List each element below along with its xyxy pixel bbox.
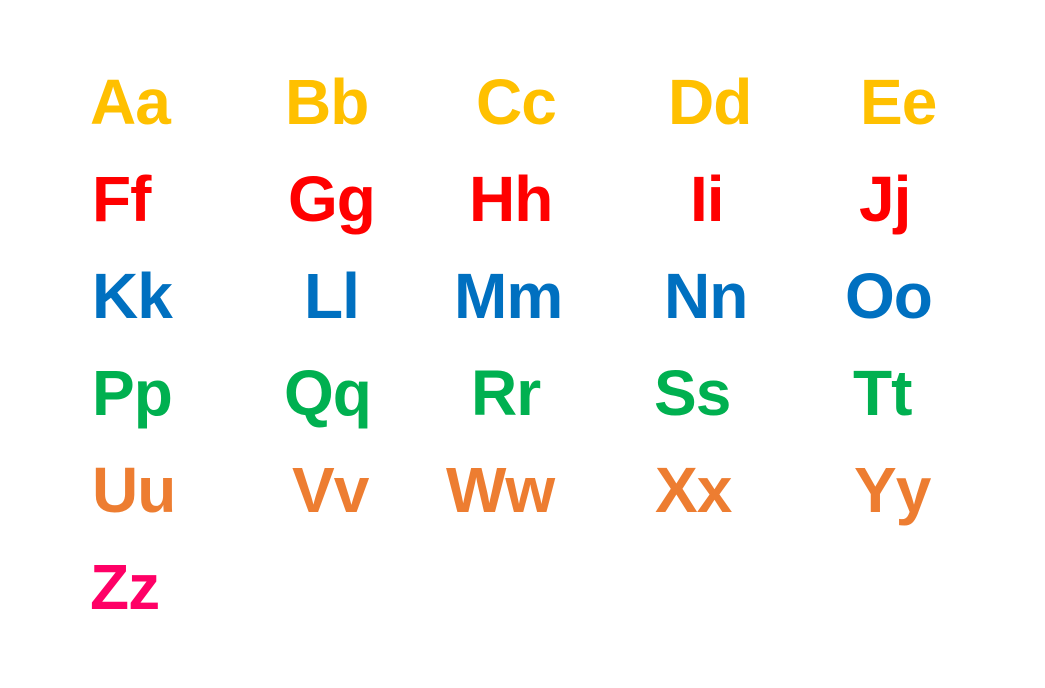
- letter-uu: Uu: [92, 454, 176, 526]
- letter-vv: Vv: [292, 454, 369, 526]
- letter-xx: Xx: [655, 454, 732, 526]
- letter-aa: Aa: [90, 66, 171, 138]
- letter-dd: Dd: [668, 66, 752, 138]
- letter-tt: Tt: [853, 357, 912, 429]
- letter-kk: Kk: [92, 260, 173, 332]
- letter-jj: Jj: [859, 163, 911, 235]
- letter-hh: Hh: [469, 163, 553, 235]
- alphabet-row: Aa Bb Cc Dd Ee: [90, 60, 970, 157]
- alphabet-row: Uu Vv Ww Xx Yy: [90, 448, 970, 545]
- alphabet-row: Ff Gg Hh Ii Jj: [90, 157, 970, 254]
- letter-cc: Cc: [476, 66, 557, 138]
- letter-zz: Zz: [90, 551, 160, 623]
- alphabet-row: Zz: [90, 545, 970, 642]
- letter-gg: Gg: [288, 163, 376, 235]
- alphabet-grid: Aa Bb Cc Dd Ee Ff Gg Hh Ii Jj Kk Ll Mm N…: [90, 60, 970, 642]
- letter-ss: Ss: [654, 357, 731, 429]
- letter-ww: Ww: [446, 454, 555, 526]
- letter-pp: Pp: [92, 357, 173, 429]
- letter-ll: Ll: [304, 260, 360, 332]
- letter-qq: Qq: [284, 357, 372, 429]
- letter-rr: Rr: [471, 357, 541, 429]
- letter-ii: Ii: [690, 163, 725, 235]
- letter-nn: Nn: [664, 260, 748, 332]
- letter-ee: Ee: [860, 66, 937, 138]
- letter-oo: Oo: [845, 260, 933, 332]
- alphabet-row: Pp Qq Rr Ss Tt: [90, 351, 970, 448]
- letter-mm: Mm: [454, 260, 563, 332]
- letter-ff: Ff: [92, 163, 151, 235]
- letter-yy: Yy: [854, 454, 931, 526]
- alphabet-row: Kk Ll Mm Nn Oo: [90, 254, 970, 351]
- letter-bb: Bb: [285, 66, 369, 138]
